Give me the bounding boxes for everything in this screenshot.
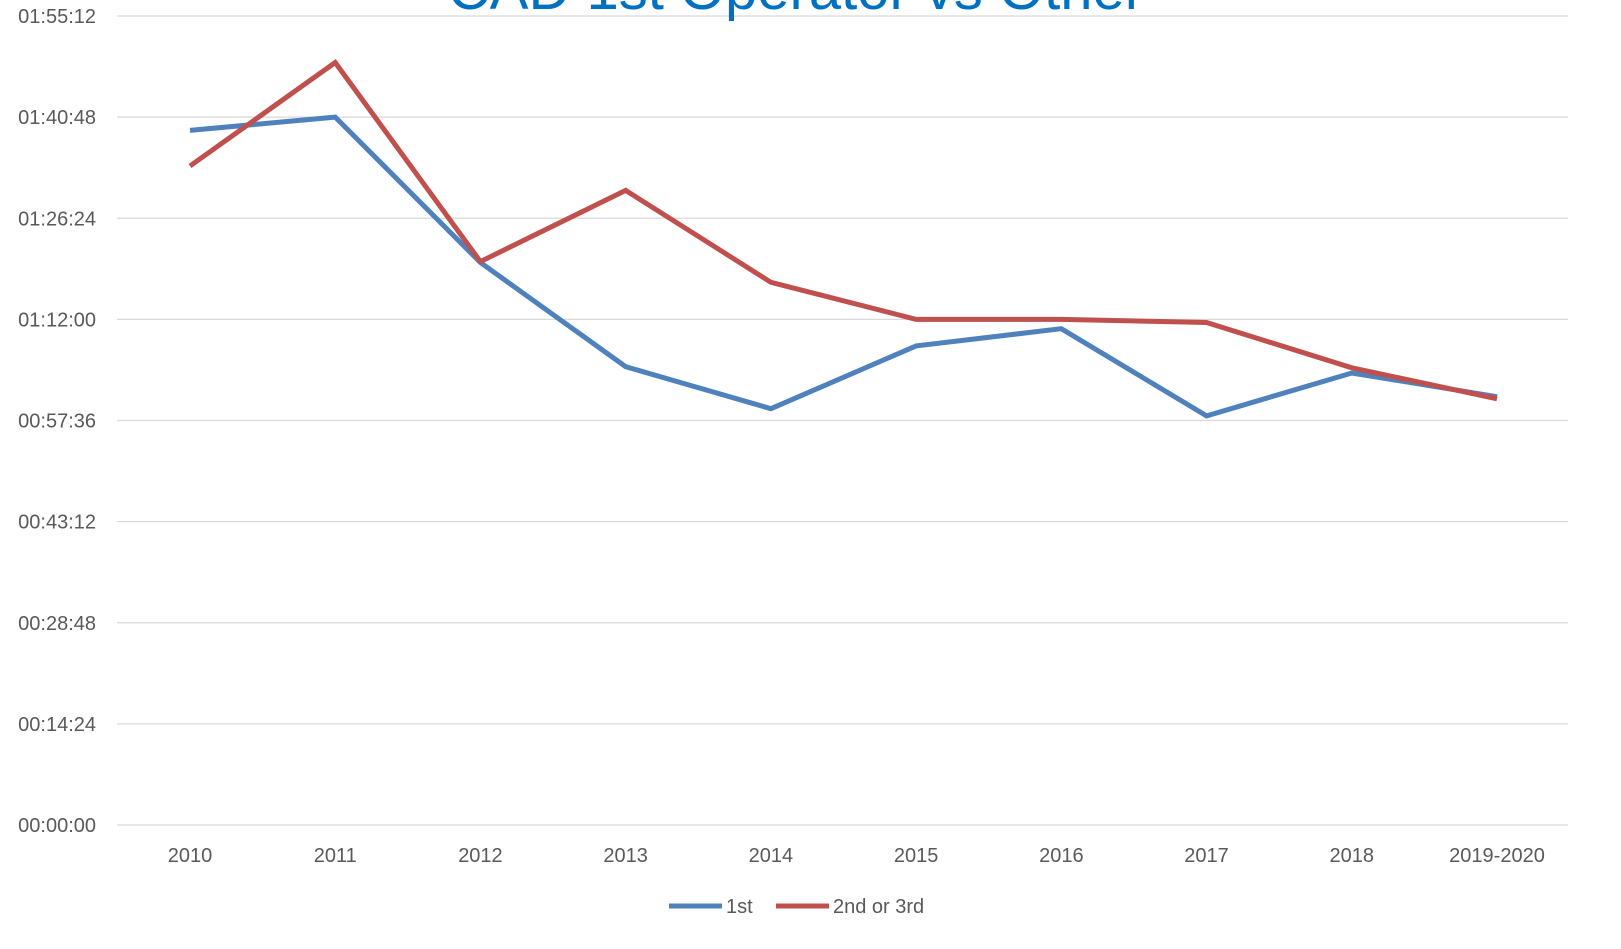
y-tick-label: 00:43:12 — [18, 512, 96, 534]
x-tick-label: 2018 — [1330, 845, 1375, 867]
y-tick-label: 00:00:00 — [18, 815, 96, 837]
x-tick-label: 2011 — [314, 845, 357, 867]
chart-title: CAD 1st Operator vs Other — [448, 0, 1144, 22]
x-axis-tick-labels: 2010 2011 2012 2013 2014 2015 2016 2017 2018 2019… — [168, 845, 1545, 867]
x-tick-label: 2019-2020 — [1449, 845, 1545, 867]
series-lines — [188, 59, 1498, 419]
gridlines — [117, 15, 1568, 826]
x-tick-label: 2017 — [1184, 845, 1229, 867]
y-tick-label: 01:40:48 — [18, 107, 96, 129]
x-tick-label: 2010 — [168, 845, 213, 867]
x-tick-label: 2012 — [458, 845, 503, 867]
y-tick-label: 00:14:24 — [18, 714, 96, 736]
x-tick-label: 2016 — [1039, 845, 1084, 867]
legend-label: 2nd or 3rd — [833, 896, 924, 918]
legend: 1st 2nd or 3rd — [669, 896, 924, 918]
series-line-1 — [189, 114, 1498, 419]
y-tick-label: 00:28:48 — [18, 613, 96, 635]
y-axis-tick-labels: 00:00:00 00:14:24 00:28:48 00:43:12 00:57:36… — [18, 6, 96, 837]
x-tick-label: 2013 — [603, 845, 648, 867]
x-tick-label: 2015 — [894, 845, 939, 867]
series-line-2 — [188, 59, 1498, 402]
legend-label: 1st — [726, 896, 753, 918]
y-tick-label: 01:55:12 — [18, 6, 96, 28]
y-tick-label: 01:26:24 — [18, 208, 96, 230]
x-tick-label: 2014 — [749, 845, 794, 867]
y-tick-label: 00:57:36 — [18, 411, 96, 433]
y-tick-label: 01:12:00 — [18, 309, 96, 331]
